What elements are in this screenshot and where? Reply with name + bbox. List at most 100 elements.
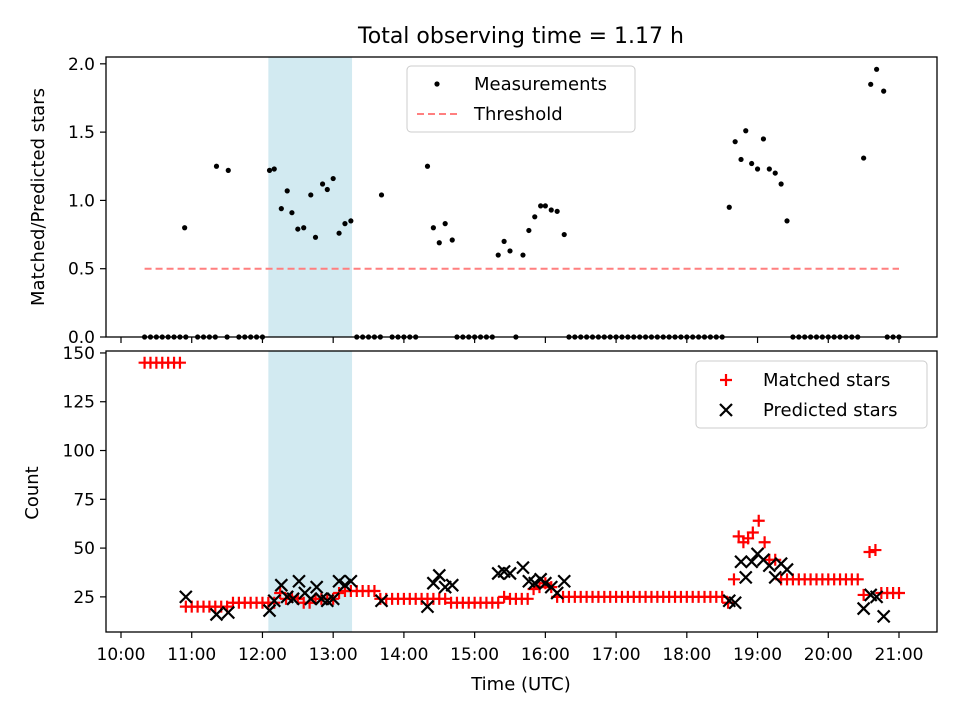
- measurement-point: [778, 181, 784, 187]
- predicted-star-point: [292, 574, 306, 589]
- top-legend: Measurements Threshold: [406, 65, 636, 133]
- bottom-y-axis: 25 50 75 100 125 150: [63, 344, 106, 608]
- bottom-axes-frame: [105, 350, 938, 633]
- x-axis-label: Time (UTC): [470, 674, 571, 695]
- measurement-point: [501, 238, 507, 244]
- bottom-y-tick-label: 50: [73, 539, 95, 559]
- matched-star-point: [498, 590, 511, 603]
- bottom-y-tick-label: 150: [63, 344, 95, 364]
- measurement-point: [295, 226, 301, 232]
- legend-matched-marker: [720, 374, 732, 386]
- measurement-point: [336, 230, 342, 236]
- predicted-star-point: [516, 560, 530, 575]
- predicted-star-point: [338, 578, 352, 592]
- measurement-point: [424, 163, 431, 169]
- measurement-point: [538, 203, 544, 209]
- predicted-star-point: [876, 609, 891, 624]
- measurement-point: [342, 221, 348, 227]
- predicted-star-point: [557, 574, 572, 589]
- measurement-point: [308, 192, 314, 198]
- predicted-star-point: [550, 586, 564, 600]
- bottom-y-tick-label: 25: [73, 588, 95, 608]
- predicted-star-point: [221, 605, 236, 620]
- measurement-point: [289, 210, 295, 216]
- predicted-star-point: [304, 592, 318, 606]
- predicted-star-point: [274, 578, 289, 592]
- predicted-star-point: [426, 576, 441, 590]
- top-y-tick-label: 1.5: [68, 123, 95, 143]
- bottom-y-axis-label: Count: [22, 466, 43, 519]
- bottom-x-tick-label: 18:00: [662, 645, 711, 665]
- measurement-point: [874, 66, 880, 72]
- bottom-legend: Matched stars Predicted stars: [695, 360, 928, 429]
- measurement-point: [784, 218, 790, 224]
- top-y-axis-label: Matched/Predicted stars: [28, 88, 49, 306]
- top-y-tick-label: 0.5: [68, 260, 95, 280]
- top-y-tick-label: 2.0: [68, 55, 95, 75]
- count-panel: 25 50 75 100 125 150 10:00 11:00 12:00 13:00 14:0…: [22, 344, 938, 695]
- matched-star-point: [758, 536, 771, 549]
- legend-threshold-label: Threshold: [473, 104, 563, 125]
- bottom-x-tick-label: 15:00: [450, 645, 499, 665]
- predicted-star-point: [738, 570, 753, 585]
- measurement-point: [507, 248, 513, 254]
- legend-measurements-label: Measurements: [474, 74, 607, 95]
- bottom-x-axis: 10:00 11:00 12:00 13:00 14:00 15:00 16:00 17:00…: [97, 632, 924, 665]
- matched-star-point: [173, 356, 186, 369]
- matched-star-point: [893, 586, 905, 599]
- measurement-point: [442, 221, 448, 227]
- predicted-star-point: [326, 592, 340, 606]
- bottom-x-tick-label: 12:00: [238, 645, 287, 665]
- predicted-star-point: [309, 580, 324, 594]
- measurement-point: [182, 225, 188, 231]
- measurement-point: [532, 214, 538, 220]
- predicted-star-point: [744, 554, 759, 569]
- measurement-point: [754, 166, 761, 172]
- legend-predicted-label: Predicted stars: [763, 400, 897, 421]
- bottom-x-tick-label: 10:00: [97, 645, 146, 665]
- measurement-point: [749, 160, 755, 167]
- measurement-point: [225, 167, 231, 173]
- measurement-point: [213, 163, 220, 169]
- bottom-y-tick-label: 125: [63, 393, 95, 413]
- measurement-point: [378, 192, 385, 198]
- measurement-point: [430, 225, 436, 231]
- legend-matched-label: Matched stars: [763, 370, 890, 391]
- measurement-point: [284, 188, 290, 194]
- measurement-point: [495, 252, 501, 258]
- measurement-point: [732, 139, 738, 145]
- bottom-x-tick-label: 11:00: [167, 645, 216, 665]
- measurement-point: [436, 240, 442, 246]
- predicted-star-point: [420, 599, 435, 614]
- measurement-point: [766, 166, 772, 172]
- measurement-point: [271, 166, 277, 172]
- matched-star-point: [869, 544, 882, 557]
- bottom-y-tick-label: 100: [63, 442, 95, 462]
- measurement-point: [324, 186, 330, 193]
- measurement-point: [330, 175, 336, 182]
- predicted-star-point: [267, 594, 282, 608]
- measurement-point: [554, 208, 560, 214]
- matched-star-point: [492, 596, 505, 609]
- predicted-star-point: [869, 590, 884, 604]
- measurement-point: [301, 225, 307, 231]
- predicted-star-point: [209, 607, 224, 622]
- matched-star-point: [752, 514, 765, 527]
- measurement-point: [526, 227, 532, 234]
- matched-star-point: [863, 545, 876, 558]
- predicted-star-point: [432, 568, 447, 583]
- measurement-point: [548, 207, 554, 213]
- matched-star-point: [857, 588, 870, 601]
- bottom-y-tick-label: 75: [73, 490, 95, 510]
- bottom-x-tick-label: 13:00: [309, 645, 358, 665]
- matched-star-point: [521, 592, 534, 605]
- bottom-x-tick-label: 20:00: [804, 645, 853, 665]
- matched-star-point: [746, 526, 759, 539]
- bottom-x-tick-label: 19:00: [733, 645, 782, 665]
- measurement-point: [868, 81, 874, 87]
- predicted-star-point: [768, 570, 783, 585]
- figure-title: Total observing time = 1.17 h: [357, 24, 684, 49]
- predicted-star-point: [780, 562, 794, 577]
- measurement-point: [542, 203, 548, 209]
- predicted-star-point: [538, 576, 553, 590]
